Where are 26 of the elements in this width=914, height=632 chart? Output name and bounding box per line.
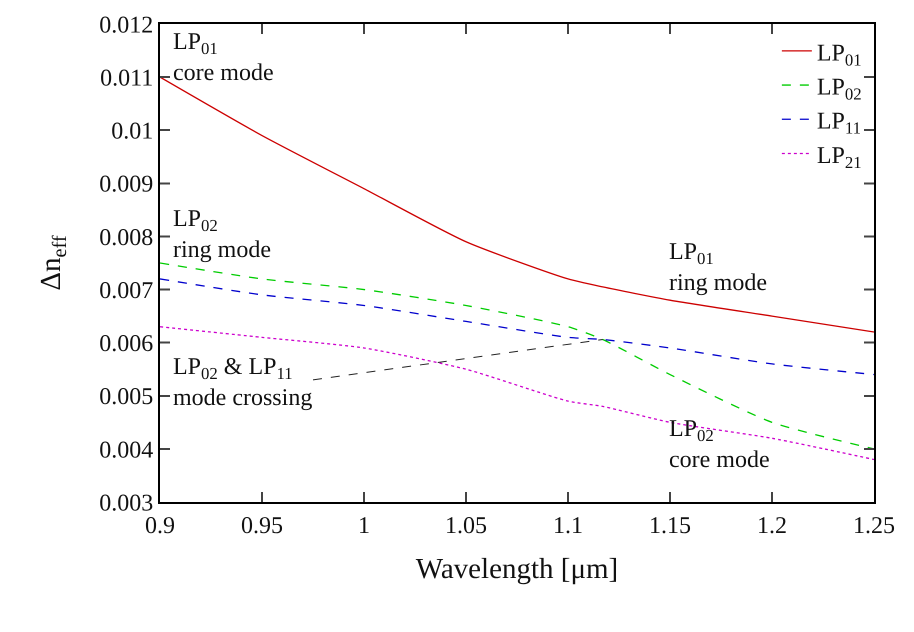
annotation: LP$_{02}$ ring mode: [173, 206, 271, 264]
legend-label: LP$_{21}$: [816, 142, 862, 172]
annotation: LP$_{01}$ ring mode: [669, 239, 767, 296]
y-tick-label: 0.009: [99, 172, 154, 198]
annotation: LP$_{01}$ core mode: [173, 29, 274, 86]
legend-label: LP$_{02}$: [816, 74, 862, 104]
annotation: LP$_{02}$ & LP$_{11}$ mode crossing: [173, 354, 312, 412]
legend-label: LP$_{01}$: [816, 40, 862, 70]
x-tick-label: 1.05: [445, 512, 487, 539]
y-tick-label: 0.008: [99, 224, 154, 251]
x-tick-label: 1.2: [757, 512, 787, 539]
x-tick-label: 1.1: [553, 512, 583, 539]
x-tick-label: 1: [358, 512, 370, 539]
y-tick-label: 0.011: [100, 66, 154, 92]
x-axis-title: Wavelength [μm]: [416, 553, 618, 586]
x-tick-label: 0.95: [241, 512, 283, 539]
legend-label: LP$_{11}$: [816, 108, 862, 138]
y-tick-label: 0.01: [111, 118, 154, 145]
y-tick-label: 0.012: [99, 12, 154, 38]
annotation: LP$_{02}$ core mode: [669, 416, 770, 474]
x-tick-label: 1.15: [649, 512, 691, 539]
y-tick-label: 0.007: [99, 278, 154, 304]
x-tick-label: 1.25: [853, 512, 895, 539]
y-tick-label: 0.006: [99, 331, 154, 358]
y-tick-label: 0.004: [99, 437, 154, 464]
y-tick-label: 0.005: [99, 384, 154, 410]
